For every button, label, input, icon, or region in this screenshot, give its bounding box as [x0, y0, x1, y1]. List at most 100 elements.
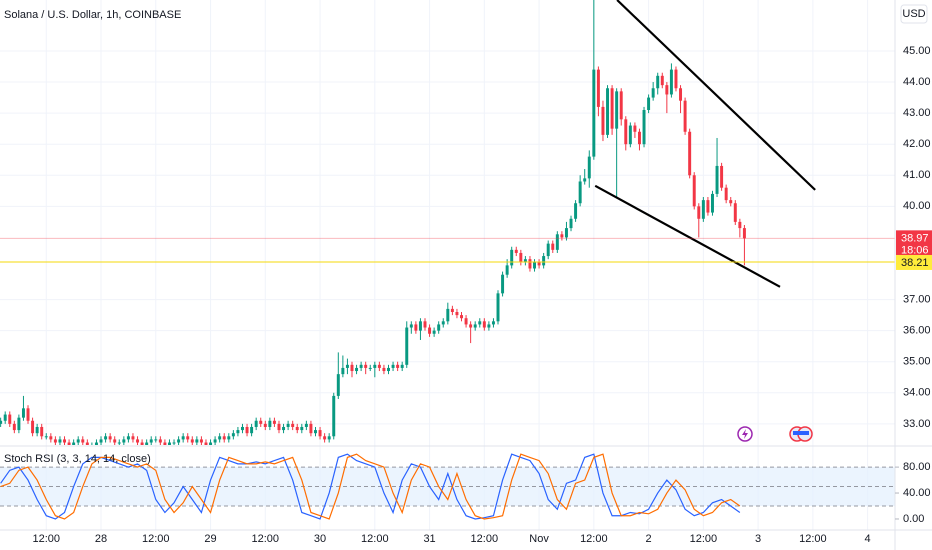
candle-body: [199, 439, 203, 443]
y-tick-label: 42.00: [903, 138, 931, 150]
x-tick-label: 3: [755, 533, 761, 545]
x-tick-label: 2: [646, 533, 652, 545]
candle-body: [628, 125, 632, 145]
candle-body: [104, 436, 108, 440]
candle-body: [140, 442, 144, 445]
y-tick-label: 43.00: [903, 107, 931, 119]
candle-body: [546, 243, 550, 257]
candle-body: [286, 423, 290, 427]
candle-body: [688, 131, 692, 176]
candle-body: [720, 165, 724, 188]
candle-body: [414, 324, 418, 331]
candle-body: [491, 321, 495, 325]
x-tick-label: Nov: [529, 533, 549, 545]
candle-body: [309, 423, 313, 434]
candle-body: [432, 330, 436, 334]
candle-body: [624, 119, 628, 145]
candle-body: [373, 364, 377, 368]
candle-body: [345, 364, 349, 368]
candle-body: [455, 311, 459, 316]
candle-body: [213, 439, 217, 443]
event-icons[interactable]: [737, 426, 813, 442]
candle-body: [569, 218, 573, 229]
candle-body: [76, 439, 80, 443]
candle-body: [40, 426, 44, 437]
candle-body: [35, 426, 39, 434]
candle-body: [533, 262, 537, 269]
candle-body: [263, 423, 267, 427]
x-tick-label: 12:00: [142, 533, 170, 545]
candle-body: [692, 175, 696, 207]
candle-body: [85, 442, 89, 445]
candle-body: [601, 106, 605, 135]
candle-body: [710, 193, 714, 213]
candle-body: [136, 439, 140, 443]
candle-body: [564, 228, 568, 238]
candle-body: [615, 91, 619, 129]
candle-body: [469, 324, 473, 328]
candle-body: [382, 367, 386, 372]
y-tick-label: 33.00: [903, 418, 931, 430]
x-tick-label: 12:00: [252, 533, 280, 545]
candle-body: [423, 321, 427, 328]
candle-body: [8, 414, 12, 424]
x-tick-label: 12:00: [580, 533, 608, 545]
candle-body: [240, 426, 244, 431]
candle-body: [377, 364, 381, 368]
candle-body: [619, 91, 623, 120]
candle-body: [656, 75, 660, 89]
currency-box[interactable]: [900, 4, 928, 24]
candle-body: [131, 436, 135, 440]
x-tick-label: 12:00: [690, 533, 718, 545]
candle-body: [647, 97, 651, 111]
candle-body: [460, 315, 463, 319]
candle-body: [724, 187, 728, 201]
candle-body: [478, 321, 482, 325]
candle-body: [186, 436, 190, 440]
candle-body: [314, 430, 317, 434]
candle-body: [683, 100, 687, 132]
candle-body: [400, 364, 404, 368]
candle-body: [396, 364, 400, 368]
candle-body: [446, 308, 450, 322]
stoch-line: [0, 453, 741, 520]
candle-body: [181, 436, 185, 440]
candle-body: [204, 442, 208, 445]
candle-body: [674, 69, 678, 89]
candle-body: [149, 439, 153, 443]
axes: 12:00 28 12:00 29 12:00 30 12:00 31 12:00 Nov 12:0…: [33, 45, 932, 545]
x-tick-label: 12:00: [33, 533, 61, 545]
candle-body: [606, 88, 610, 135]
candle-body: [733, 203, 737, 222]
candle-body: [651, 88, 655, 98]
candle-body: [738, 221, 742, 229]
candle-body: [323, 436, 327, 440]
candle-body: [332, 395, 336, 437]
y-tick-label: 0.00: [903, 513, 924, 525]
candle-body: [99, 439, 103, 443]
candle-body: [555, 234, 559, 250]
x-tick-label: 12:00: [799, 533, 827, 545]
candle-body: [473, 324, 477, 328]
y-tick-label: 34.00: [903, 387, 931, 399]
candle-body: [706, 200, 710, 213]
candle-body: [418, 321, 422, 331]
candle-body: [592, 69, 596, 157]
candle-body: [177, 439, 181, 443]
candle-body: [108, 436, 112, 440]
last-price-box: [896, 230, 932, 257]
candle-body: [222, 436, 226, 440]
chart-title: Solana / U.S. Dollar, 1h, COINBASE: [4, 9, 181, 21]
candle-body: [583, 178, 587, 182]
candle-body: [409, 324, 413, 328]
candle-body: [53, 439, 57, 443]
y-tick-label: 40.00: [903, 487, 931, 499]
candle-body: [209, 442, 213, 445]
candle-body: [701, 200, 705, 219]
indicator-title: Stoch RSI (3, 3, 14, 14, close): [4, 453, 151, 465]
candle-body: [158, 439, 162, 443]
candle-body: [428, 327, 432, 334]
candle-body: [642, 110, 646, 145]
currency[interactable]: USD: [902, 8, 925, 20]
